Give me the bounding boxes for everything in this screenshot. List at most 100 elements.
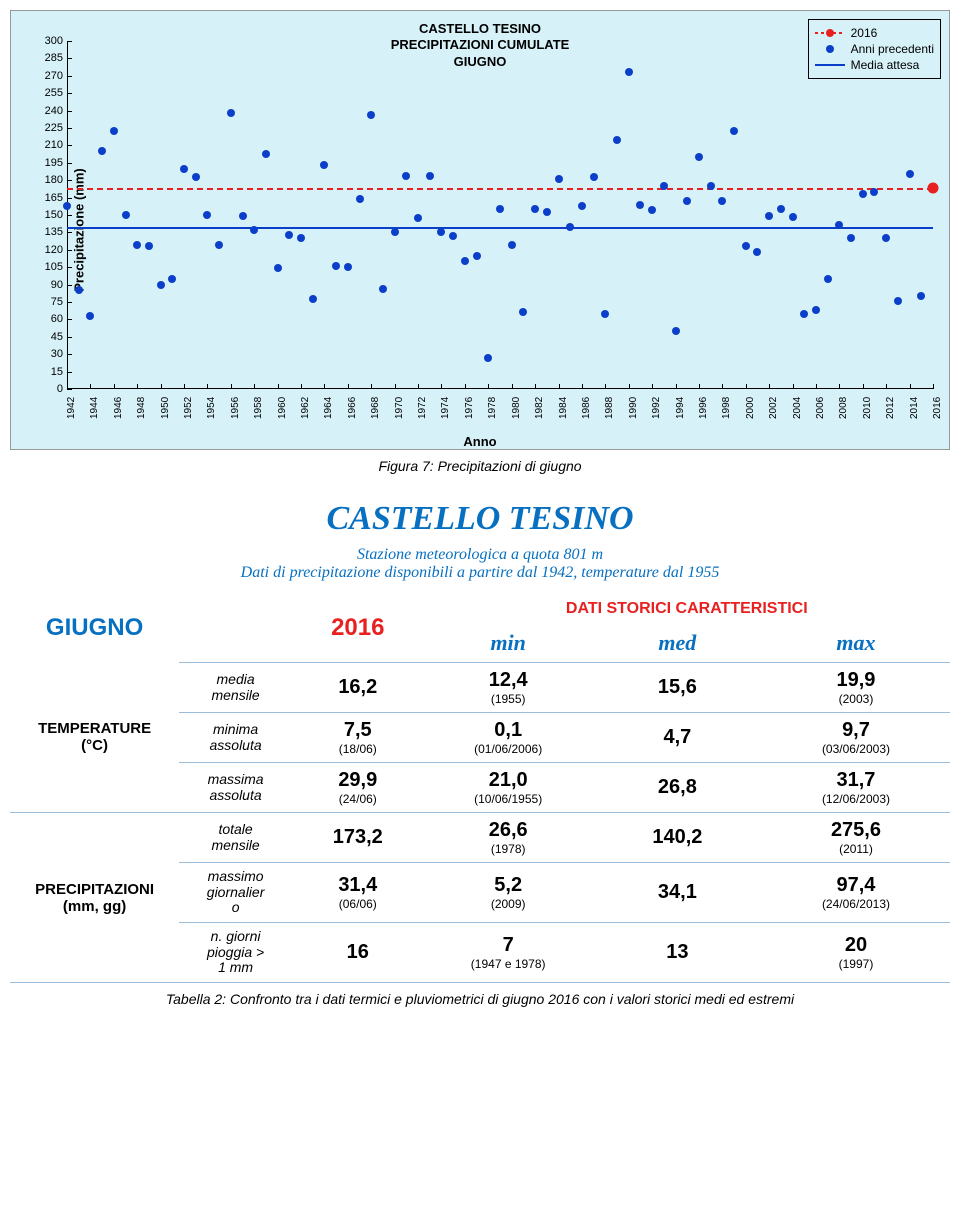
data-point — [239, 212, 247, 220]
data-point — [601, 310, 609, 318]
data-point — [274, 264, 282, 272]
xtick: 1994 — [676, 397, 686, 419]
xtick: 1988 — [605, 397, 615, 419]
data-point — [367, 111, 375, 119]
table-row: PRECIPITAZIONI (mm, gg)totale mensile173… — [10, 813, 950, 863]
table-title: CASTELLO TESINO — [10, 500, 950, 538]
data-point — [660, 182, 668, 190]
data-point — [75, 286, 83, 294]
data-point — [86, 312, 94, 320]
data-point — [110, 127, 118, 135]
data-point — [578, 202, 586, 210]
xtick: 2002 — [769, 397, 779, 419]
data-point — [250, 226, 258, 234]
data-point — [133, 241, 141, 249]
precip-chart: CASTELLO TESINO PRECIPITAZIONI CUMULATE … — [10, 10, 950, 450]
data-point — [98, 147, 106, 155]
data-point — [707, 182, 715, 190]
data-point — [227, 109, 235, 117]
data-point — [168, 275, 176, 283]
xtick: 2016 — [933, 397, 943, 419]
data-point — [122, 211, 130, 219]
xtick: 1958 — [254, 397, 264, 419]
figure-caption: Figura 7: Precipitazioni di giugno — [10, 458, 950, 474]
xtick: 1954 — [207, 397, 217, 419]
data-point — [262, 150, 270, 158]
hdr-hist: DATI STORICI CARATTERISTICI — [424, 594, 950, 624]
xtick: 2004 — [793, 397, 803, 419]
legend-2016: 2016 — [851, 26, 878, 40]
xtick: 1984 — [559, 397, 569, 419]
data-point — [519, 308, 527, 316]
xtick: 2012 — [886, 397, 896, 419]
table-subtitle: Stazione meteorologica a quota 801 m Dat… — [10, 546, 950, 582]
data-point — [648, 206, 656, 214]
xtick: 1952 — [184, 397, 194, 419]
xtick: 1942 — [67, 397, 77, 419]
xtick: 1960 — [278, 397, 288, 419]
data-point — [613, 136, 621, 144]
data-point — [894, 297, 902, 305]
data-point — [508, 241, 516, 249]
xtick: 1964 — [324, 397, 334, 419]
xtick: 2000 — [746, 397, 756, 419]
xtick: 1974 — [441, 397, 451, 419]
data-point — [414, 214, 422, 222]
data-point — [402, 172, 410, 180]
data-point — [683, 197, 691, 205]
data-point — [320, 161, 328, 169]
hdr-month: GIUGNO — [10, 594, 179, 663]
data-point — [753, 248, 761, 256]
xtick: 1950 — [161, 397, 171, 419]
xtick: 1996 — [699, 397, 709, 419]
xtick: 1986 — [582, 397, 592, 419]
xtick: 1978 — [488, 397, 498, 419]
xtick: 1980 — [512, 397, 522, 419]
hdr-min: min — [424, 624, 593, 663]
data-point — [789, 213, 797, 221]
data-point — [718, 197, 726, 205]
xtick: 2008 — [839, 397, 849, 419]
data-point — [203, 211, 211, 219]
table-caption: Tabella 2: Confronto tra i dati termici … — [10, 991, 950, 1007]
data-point — [531, 205, 539, 213]
xtick: 1944 — [90, 397, 100, 419]
table-row: TEMPERATURE (°C)media mensile16,212,4(19… — [10, 663, 950, 713]
xtick: 1968 — [371, 397, 381, 419]
data-point — [870, 188, 878, 196]
data-point — [847, 234, 855, 242]
data-point — [426, 172, 434, 180]
data-point — [285, 231, 293, 239]
data-point — [309, 295, 317, 303]
xtick: 2006 — [816, 397, 826, 419]
plot-area: 0153045607590105120135150165180195210225… — [67, 41, 933, 389]
data-point — [215, 241, 223, 249]
summary-table: GIUGNO 2016 DATI STORICI CARATTERISTICI … — [10, 594, 950, 983]
xtick: 1970 — [395, 397, 405, 419]
data-point — [590, 173, 598, 181]
hdr-year: 2016 — [292, 594, 424, 663]
xtick: 1972 — [418, 397, 428, 419]
xtick: 1990 — [629, 397, 639, 419]
data-point — [672, 327, 680, 335]
data-point — [812, 306, 820, 314]
data-point — [543, 208, 551, 216]
xtick: 1948 — [137, 397, 147, 419]
data-point — [625, 68, 633, 76]
data-point — [636, 201, 644, 209]
data-point — [449, 232, 457, 240]
xtick: 2014 — [910, 397, 920, 419]
xtick: 1982 — [535, 397, 545, 419]
xtick: 1962 — [301, 397, 311, 419]
data-point — [437, 228, 445, 236]
xtick: 1946 — [114, 397, 124, 419]
xtick: 1992 — [652, 397, 662, 419]
data-point — [917, 292, 925, 300]
data-point — [566, 223, 574, 231]
xtick: 1956 — [231, 397, 241, 419]
data-point — [555, 175, 563, 183]
xtick: 1976 — [465, 397, 475, 419]
data-point — [824, 275, 832, 283]
x-axis-label: Anno — [463, 434, 496, 449]
data-point — [157, 281, 165, 289]
